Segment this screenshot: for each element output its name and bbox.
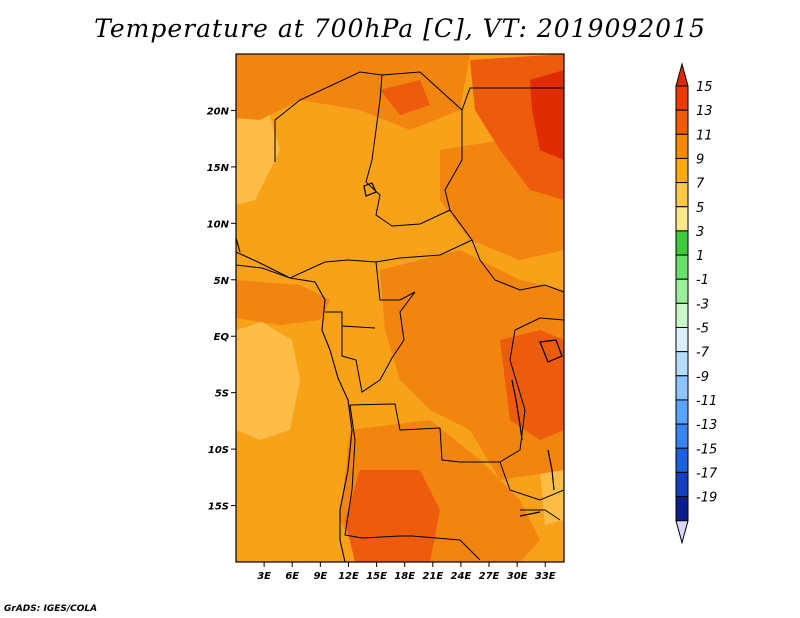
colorbar-swatch (675, 471, 689, 498)
lon-tick-label: 3E (257, 571, 271, 582)
colorbar-label: 1 (696, 249, 704, 264)
lon-tick-label: 27E (479, 571, 500, 582)
colorbar-swatch (675, 133, 689, 159)
colorbar-swatch (675, 157, 689, 184)
map-frame (235, 53, 565, 563)
lake-tanganyika (511, 379, 523, 441)
border-line (344, 404, 412, 539)
colorbar-swatch (675, 85, 689, 111)
field-region-hot (500, 330, 564, 440)
colorbar: 15 13 11 9 7 5 3 1 -1 -3 -5 -7 -9 -11 -13 -15 -17 -19 (675, 62, 718, 545)
colorbar-swatch (675, 254, 689, 280)
coastline (235, 251, 353, 563)
colorbar-swatch (675, 423, 689, 449)
colorbar-label: -19 (696, 491, 717, 506)
colorbar-label: 9 (696, 152, 704, 167)
colorbar-label: 11 (696, 128, 713, 143)
lon-tick-label: 6E (285, 571, 299, 582)
grads-credit: GrADS: IGES/COLA (4, 604, 98, 614)
lon-tick-label: 33E (535, 571, 556, 582)
political-borders (236, 71, 564, 561)
colorbar-label: -15 (696, 442, 717, 457)
lon-tick-label: 30E (507, 571, 528, 582)
border-line (520, 509, 561, 521)
lake-volta (235, 237, 241, 253)
border-line (349, 403, 500, 463)
border-line (325, 311, 376, 329)
lon-tick-label: 15E (366, 571, 387, 582)
lon-tick-label: 21E (422, 571, 443, 582)
coastline-west-africa (235, 251, 353, 563)
lake-malawi (547, 449, 555, 491)
lat-tick-label: 20N (207, 106, 230, 117)
lat-tick-label: 15N (207, 163, 230, 174)
border-line (499, 317, 564, 463)
lat-tick-label: 5S (215, 389, 229, 400)
colorbar-label: -9 (696, 370, 709, 385)
colorbar-label: 3 (696, 225, 704, 240)
field-region-hot (380, 80, 430, 115)
lon-tick-label: 12E (338, 571, 359, 582)
colorbar-label: -11 (696, 394, 717, 409)
lat-tick-label: 10S (208, 445, 229, 456)
border-line (411, 535, 481, 561)
lon-tick-label: 24E (451, 571, 472, 582)
lat-tick-label: 5N (214, 276, 230, 287)
lake-chad (363, 182, 377, 197)
border-line (391, 209, 451, 227)
lat-tick-label: 15S (208, 502, 229, 513)
colorbar-label: 5 (696, 201, 704, 216)
field-region-hot (345, 470, 440, 562)
colorbar-swatch (675, 109, 689, 135)
border-line (375, 239, 473, 263)
field-region-hottest (530, 70, 564, 160)
colorbar-swatch (675, 302, 689, 329)
temperature-field (236, 54, 564, 562)
colorbar-label: 15 (696, 80, 713, 95)
colorbar-label: 13 (696, 104, 713, 119)
colorbar-swatch (675, 375, 689, 401)
lat-tick-label: EQ (214, 332, 230, 343)
colorbar-bottom-arrow (675, 520, 689, 545)
border-line (499, 461, 564, 501)
field-region-cool (236, 110, 280, 205)
colorbar-swatch (675, 327, 689, 353)
colorbar-top-arrow (675, 62, 689, 87)
colorbar-swatch (675, 206, 689, 232)
border-line (444, 110, 564, 293)
colorbar-swatch (675, 351, 689, 377)
lake-kariba (519, 511, 541, 517)
colorbar-label: -13 (696, 418, 717, 433)
field-region-cool (540, 460, 564, 525)
colorbar-label: -17 (696, 466, 718, 481)
colorbar-swatch (675, 278, 689, 304)
field-region-warm (236, 280, 330, 325)
colorbar-label: -5 (696, 322, 709, 337)
longitude-axis: 3E 6E 9E 12E 15E 18E 21E 24E 27E 30E 33E (257, 562, 556, 582)
colorbar-swatch (675, 447, 689, 473)
colorbar-swatch (675, 182, 689, 208)
border-line (236, 259, 416, 301)
colorbar-label: 7 (696, 177, 705, 192)
lon-tick-label: 9E (313, 571, 327, 582)
border-line (341, 291, 416, 393)
colorbar-label: -1 (696, 273, 709, 288)
border-line (274, 71, 393, 227)
colorbar-label: -7 (696, 346, 710, 361)
lakes (235, 182, 563, 517)
field-region-cool (236, 322, 300, 440)
lon-tick-label: 18E (394, 571, 415, 582)
colorbar-label: -3 (696, 297, 709, 312)
colorbar-swatch (675, 230, 689, 256)
colorbar-swatch (675, 399, 689, 425)
lat-tick-label: 10N (207, 219, 230, 230)
colorbar-swatch (675, 496, 689, 522)
chart-title: Temperature at 700hPa [C], VT: 201909201… (94, 14, 706, 43)
latitude-axis: 20N 15N 10N 5N EQ 5S 10S 15S (207, 106, 236, 513)
lake-victoria (539, 339, 563, 363)
